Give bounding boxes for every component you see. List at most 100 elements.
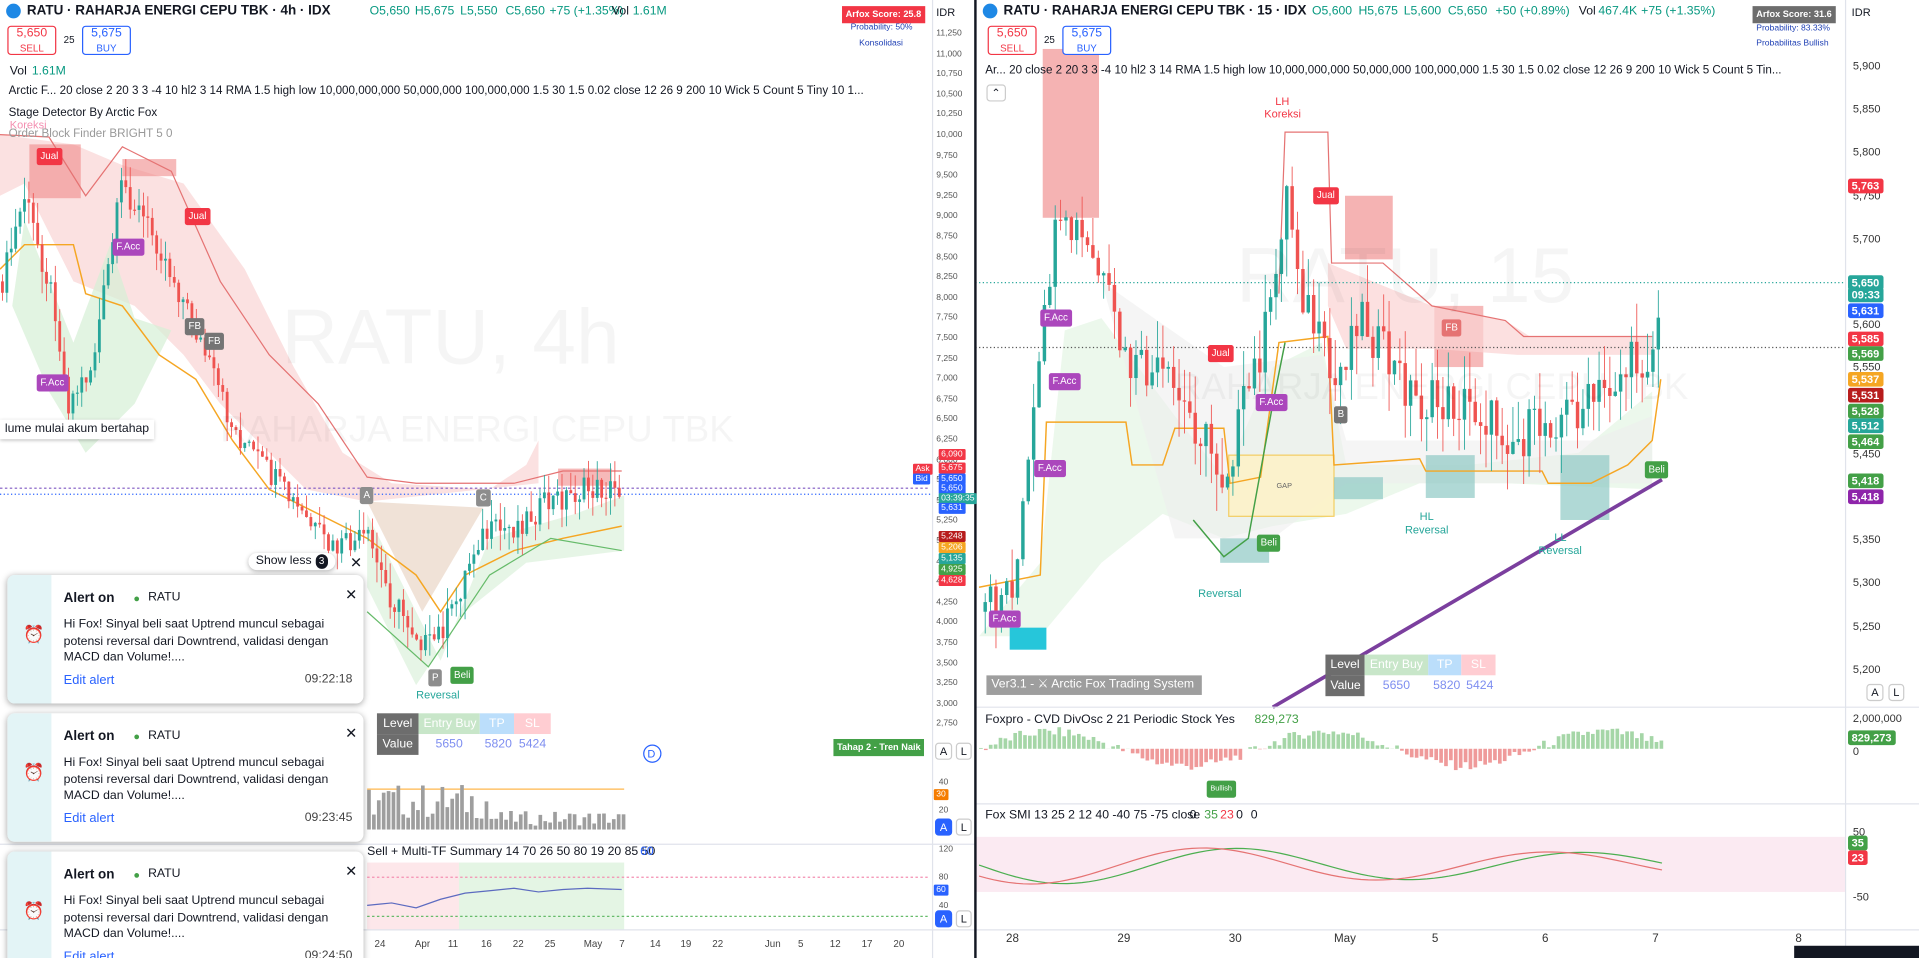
y-tick-label: 7,750: [936, 313, 958, 323]
cvd-bar: [1458, 748, 1463, 768]
x-tick-label: 5: [1431, 932, 1439, 946]
cvd-bar: [1184, 748, 1189, 766]
pane-tick-label: 30: [933, 789, 949, 801]
candle-body: [459, 598, 463, 602]
cvd-bar: [1659, 740, 1664, 749]
candle-body: [1295, 229, 1300, 270]
sell-label[interactable]: SELL: [1000, 42, 1025, 54]
buy-button[interactable]: 5,675 BUY: [1062, 25, 1112, 56]
candle-body: [353, 540, 357, 551]
candle-body: [1548, 423, 1553, 438]
cvd-bar: [1081, 736, 1086, 749]
sell-button[interactable]: 5,650 SELL: [7, 25, 57, 56]
candle-body: [1128, 347, 1133, 379]
pane-tag: 829,273: [1848, 730, 1896, 746]
candle-body: [133, 209, 137, 211]
candle-body: [1075, 219, 1079, 241]
candle-body: [9, 248, 13, 253]
cvd-bar: [1214, 748, 1218, 763]
watermark: RAHARJA ENERGI CEPU TBK: [1175, 367, 1688, 409]
count-badge[interactable]: 3: [315, 554, 329, 569]
x-tick-label: 19: [680, 938, 692, 950]
price-tag: 5,569: [1848, 346, 1883, 361]
cvd-bar: [1507, 748, 1512, 756]
table-cell: Value: [1325, 675, 1365, 697]
candle-body: [988, 586, 993, 603]
sell-price[interactable]: 5,650: [996, 26, 1028, 41]
cvd-bar: [1395, 745, 1399, 749]
scale-button[interactable]: A: [1866, 683, 1884, 702]
sell-label[interactable]: SELL: [19, 42, 44, 54]
y-tick-label: 3,500: [936, 658, 958, 668]
order-block: [1042, 48, 1100, 218]
candle-body: [14, 226, 18, 249]
show-less-label[interactable]: Show less: [255, 554, 312, 568]
cvd-bar: [1600, 729, 1605, 749]
scale-button[interactable]: A: [935, 742, 953, 760]
candle-body: [1651, 349, 1655, 372]
x-tick-label: 8: [1795, 932, 1802, 946]
support-cloud: [12, 220, 172, 453]
buy-label[interactable]: BUY: [1076, 42, 1097, 54]
volume-bar: [460, 785, 464, 830]
candle-body: [305, 510, 308, 518]
y-tick-label: 9,750: [936, 151, 958, 160]
close-button[interactable]: ✕: [345, 586, 358, 604]
cvd-bar: [1449, 748, 1453, 761]
volume-bar: [479, 818, 484, 830]
cvd-bar: [1434, 748, 1439, 761]
edit-alert-link[interactable]: Edit alert: [63, 811, 115, 826]
candle-body: [1053, 219, 1057, 287]
alert-card: ⏰ Alert on ● RATU ✕ Hi Fox! Sinyal beli saat …: [7, 851, 364, 958]
close-all[interactable]: ✕: [350, 554, 363, 572]
edit-alert-link[interactable]: Edit alert: [63, 672, 115, 688]
indicator-value: 0: [1250, 808, 1258, 823]
scale-button[interactable]: A: [935, 910, 953, 928]
scale-button[interactable]: L: [1888, 683, 1905, 702]
candle-body: [371, 529, 374, 549]
candle-body: [1015, 559, 1020, 598]
candle-body: [124, 180, 128, 188]
candle-body: [516, 520, 520, 538]
resistance-line: [0, 133, 622, 484]
sell-button[interactable]: 5,650 SELL: [987, 25, 1037, 56]
buy-price[interactable]: 5,675: [91, 26, 122, 41]
cvd-bar: [1341, 732, 1346, 749]
volume-bar: [440, 786, 445, 830]
price-tag: 09:33: [1848, 287, 1884, 303]
cvd-bar: [1174, 748, 1179, 764]
candle-body: [327, 534, 330, 551]
table-header: TP: [479, 713, 515, 735]
candle-body: [401, 599, 405, 616]
candle-body: [212, 357, 216, 369]
buy-button[interactable]: 5,675 BUY: [81, 25, 131, 56]
candle-body: [89, 370, 92, 383]
scale-button[interactable]: L: [955, 818, 972, 836]
annotation-badge: F.Acc: [1255, 393, 1287, 412]
candle-body: [538, 498, 542, 525]
cvd-bar: [1610, 728, 1615, 749]
show-less-button[interactable]: Show less 3: [248, 553, 336, 571]
smi-line: [978, 847, 1663, 885]
cvd-bar: [1140, 748, 1145, 759]
candle-body: [1263, 311, 1267, 373]
indicator-legend: Foxpro - CVD DivOsc 2 21 Periodic Stock …: [985, 713, 1235, 727]
sell-price[interactable]: 5,650: [16, 26, 48, 41]
buy-price[interactable]: 5,675: [1071, 26, 1103, 41]
scale-button[interactable]: L: [955, 742, 972, 760]
cvd-bar: [1463, 748, 1468, 763]
cvd-bar: [1194, 748, 1199, 768]
scale-button[interactable]: A: [935, 818, 953, 836]
candle-body: [450, 604, 454, 609]
alert-message: Hi Fox! Sinyal beli saat Uptrend muncul …: [63, 756, 329, 803]
candle-body: [1355, 325, 1359, 337]
close-button[interactable]: ✕: [345, 862, 358, 880]
edit-alert-link[interactable]: Edit alert: [63, 949, 115, 958]
collapse-button[interactable]: ⌃: [986, 84, 1006, 102]
buy-label[interactable]: BUY: [96, 42, 117, 54]
close-button[interactable]: ✕: [345, 724, 358, 742]
alert-title: Alert on: [63, 729, 115, 744]
scale-button[interactable]: L: [955, 910, 972, 928]
volume-bar: [425, 816, 430, 830]
